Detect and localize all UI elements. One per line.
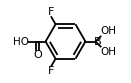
Text: HO: HO (13, 37, 29, 46)
Text: B: B (94, 37, 102, 46)
Text: OH: OH (101, 26, 117, 36)
Text: O: O (33, 50, 42, 60)
Text: F: F (48, 7, 55, 17)
Text: F: F (48, 66, 55, 76)
Text: OH: OH (101, 47, 117, 57)
